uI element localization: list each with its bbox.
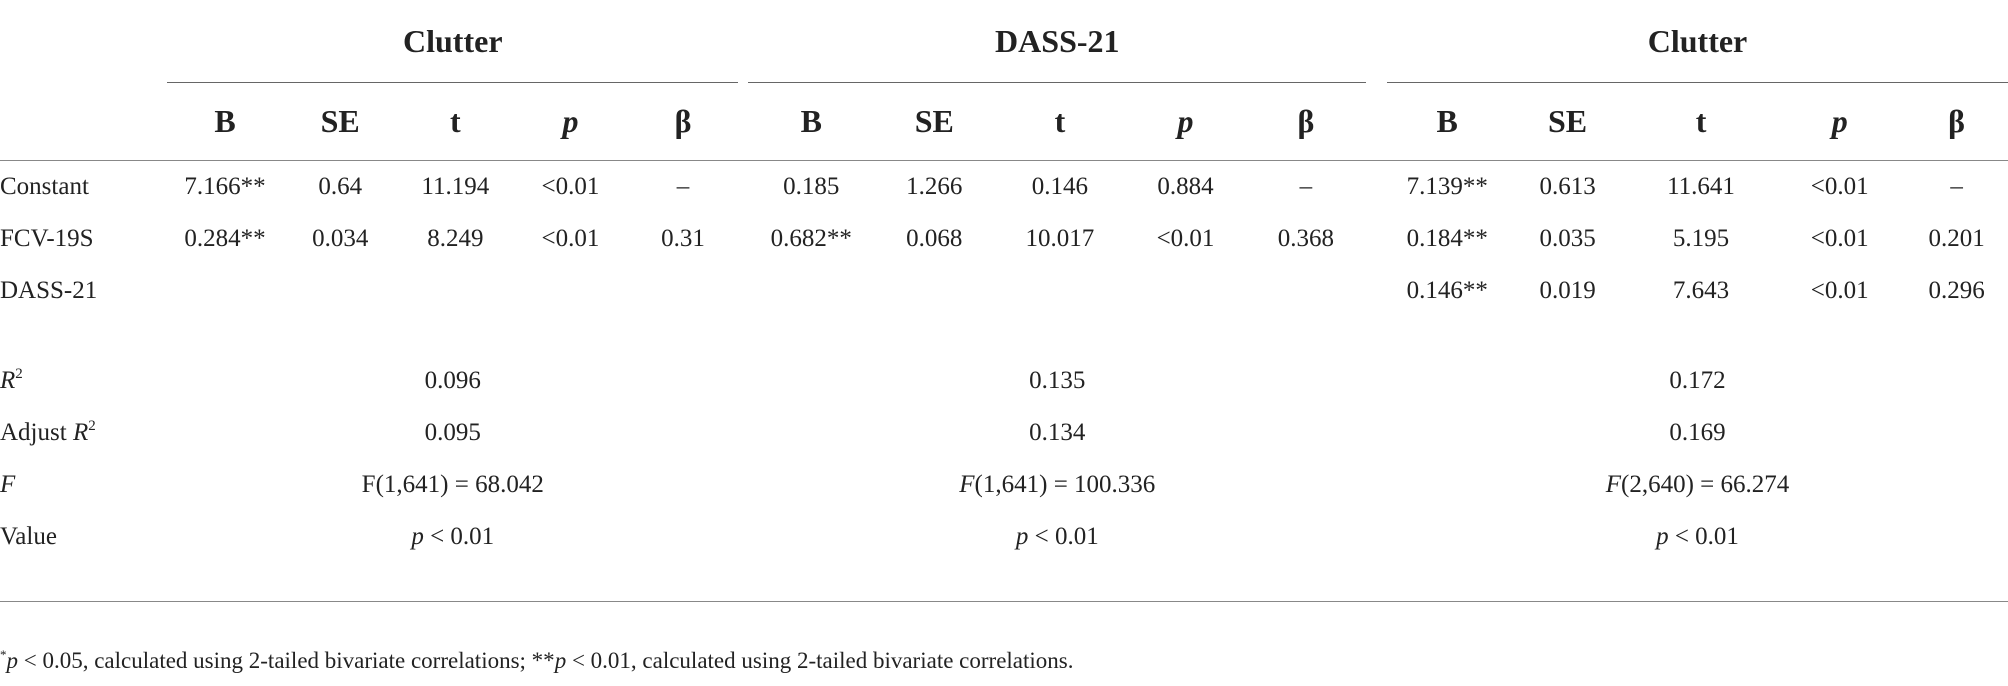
table-cell — [874, 265, 994, 317]
table-cell: 11.194 — [421, 173, 490, 200]
column-header: β — [1245, 82, 1367, 161]
column-header: B — [167, 82, 283, 161]
summary-cell: F(1,641) = 68.042 — [361, 471, 544, 498]
column-header: B — [748, 82, 875, 161]
table-cell: 0.068 — [906, 225, 963, 252]
table-cell: – — [676, 173, 690, 200]
group-header-row: Clutter DASS-21 Clutter — [0, 0, 2008, 83]
column-header: β — [1905, 82, 2008, 161]
summary-cell: 0.169 — [1669, 419, 1726, 446]
table-cell — [1246, 265, 1366, 317]
table-cell: 1.266 — [906, 173, 963, 200]
table-cell — [628, 265, 738, 317]
table-cell: 0.64 — [318, 173, 363, 200]
table-cell: 10.017 — [1025, 225, 1095, 252]
column-header: SE — [1507, 82, 1628, 161]
group-header: Clutter — [167, 0, 739, 83]
table-cell: <0.01 — [1810, 173, 1869, 200]
table-cell: 0.185 — [783, 173, 840, 200]
table-cell: 0.146** — [1406, 277, 1488, 304]
table-cell: 0.019 — [1539, 277, 1596, 304]
row-label: Adjust R2 — [0, 418, 96, 447]
table-cell: 0.284** — [184, 225, 266, 252]
row-label: Constant — [0, 173, 89, 200]
row-label: DASS-21 — [0, 277, 98, 304]
table-cell: <0.01 — [541, 225, 600, 252]
table-cell: 0.31 — [661, 225, 705, 252]
table-cell — [1125, 265, 1245, 317]
table-row: DASS-21 0.146** 0.019 7.643 <0.01 0.296 — [0, 265, 2008, 317]
stub-header — [0, 0, 167, 83]
table-cell — [994, 265, 1125, 317]
column-header: SE — [874, 82, 995, 161]
table-footnote: *p < 0.05, calculated using 2-tailed biv… — [0, 647, 1074, 673]
table-cell: 7.643 — [1672, 277, 1730, 304]
table-row: FCV-19S 0.284** 0.034 8.249 <0.01 0.31 0… — [0, 213, 2008, 265]
summary-cell: 0.134 — [1029, 419, 1086, 446]
summary-cell: p < 0.01 — [1656, 523, 1739, 550]
table-cell: <0.01 — [1156, 225, 1215, 252]
table-cell — [167, 265, 282, 317]
column-header: p — [1125, 82, 1246, 161]
table-cell: 0.184** — [1406, 225, 1488, 252]
table-cell: 0.884 — [1157, 173, 1214, 200]
table-cell: <0.01 — [1810, 277, 1869, 304]
table-cell — [283, 265, 398, 317]
table-cell: <0.01 — [541, 173, 600, 200]
summary-row-value: Value p < 0.01 p < 0.01 p < 0.01 — [0, 511, 2008, 563]
table-cell: <0.01 — [1810, 225, 1869, 252]
row-label: F — [0, 471, 16, 498]
regression-table: Clutter DASS-21 Clutter B SE t p β B SE … — [0, 0, 2008, 602]
summary-cell: 0.172 — [1669, 367, 1726, 394]
table-cell — [398, 265, 513, 317]
column-header: B — [1387, 82, 1508, 161]
table-cell: 0.034 — [312, 225, 369, 252]
summary-row-adj-r2: Adjust R2 0.095 0.134 0.169 — [0, 407, 2008, 459]
table-cell: – — [1299, 173, 1313, 200]
table-cell: 0.613 — [1539, 173, 1596, 200]
summary-cell: 0.096 — [424, 367, 481, 394]
column-header: t — [397, 82, 513, 161]
table-cell: 11.641 — [1667, 173, 1735, 200]
table-cell: 7.166** — [184, 173, 266, 200]
summary-cell: F(2,640) = 66.274 — [1605, 471, 1790, 498]
summary-row-r2: R2 0.096 0.135 0.172 — [0, 355, 2008, 407]
group-header: DASS-21 — [748, 0, 1367, 83]
table-cell: 0.035 — [1539, 225, 1596, 252]
column-header: β — [628, 82, 739, 161]
column-header-row: B SE t p β B SE t p β B SE t p β — [0, 82, 2008, 161]
table-cell: – — [1950, 173, 1963, 200]
row-label: R2 — [0, 366, 23, 395]
summary-cell: F(1,641) = 100.336 — [959, 471, 1156, 498]
table-cell: 0.368 — [1277, 225, 1334, 252]
table-row: Constant 7.166** 0.64 11.194 <0.01 – 0.1… — [0, 161, 2008, 214]
column-header: p — [512, 82, 629, 161]
table-cell — [513, 265, 628, 317]
group-header: Clutter — [1387, 0, 2008, 83]
table-cell: 0.201 — [1928, 225, 1985, 252]
table-cell: 0.682** — [770, 225, 852, 252]
table-cell: 5.195 — [1672, 225, 1730, 252]
table-cell: 7.139** — [1406, 173, 1488, 200]
summary-cell: p < 0.01 — [1015, 523, 1099, 550]
summary-cell: 0.095 — [424, 419, 481, 446]
summary-cell: p < 0.01 — [411, 523, 495, 550]
table-cell: 8.249 — [427, 225, 484, 252]
column-header: t — [1627, 82, 1775, 161]
column-header: p — [1774, 82, 1906, 161]
table-cell — [748, 265, 874, 317]
summary-row-f: F F(1,641) = 68.042 F(1,641) = 100.336 F… — [0, 459, 2008, 511]
table-cell: 0.146 — [1031, 173, 1089, 200]
table-cell: 0.296 — [1928, 277, 1985, 304]
summary-cell: 0.135 — [1029, 367, 1086, 394]
row-label: Value — [0, 523, 57, 550]
column-header: SE — [282, 82, 398, 161]
column-header: t — [994, 82, 1126, 161]
row-label: FCV-19S — [0, 225, 94, 252]
